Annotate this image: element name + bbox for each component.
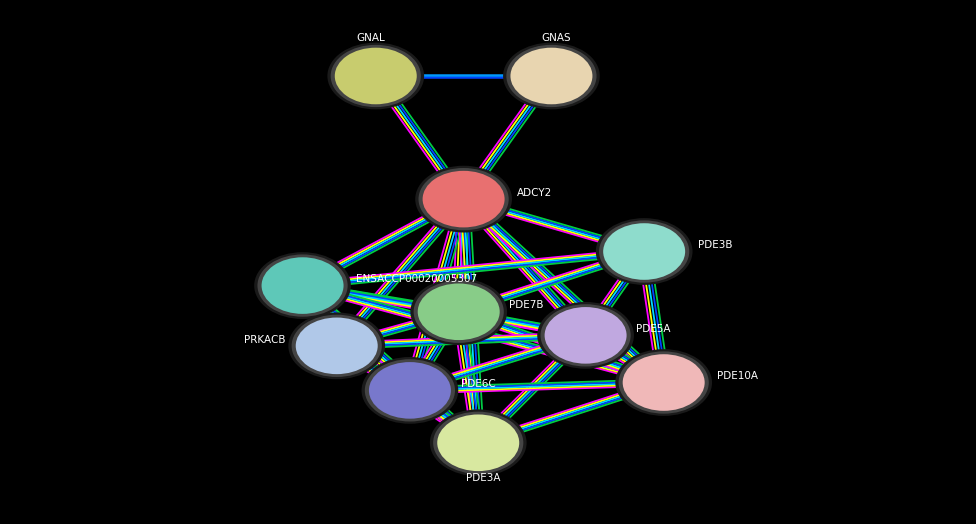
Ellipse shape — [410, 278, 508, 345]
Ellipse shape — [503, 42, 600, 110]
Ellipse shape — [541, 304, 630, 366]
Ellipse shape — [365, 359, 455, 421]
Ellipse shape — [619, 352, 709, 413]
Ellipse shape — [599, 221, 689, 282]
Ellipse shape — [423, 171, 505, 227]
Text: PDE3A: PDE3A — [466, 473, 501, 484]
Ellipse shape — [288, 312, 386, 379]
Text: GNAL: GNAL — [356, 33, 386, 43]
Text: GNAS: GNAS — [542, 33, 571, 43]
Text: PDE5A: PDE5A — [636, 324, 671, 334]
Text: PRKACB: PRKACB — [244, 334, 286, 345]
Ellipse shape — [296, 318, 378, 374]
Ellipse shape — [327, 42, 425, 110]
Ellipse shape — [258, 255, 347, 316]
Ellipse shape — [433, 412, 523, 474]
Ellipse shape — [262, 257, 344, 314]
Text: PDE7B: PDE7B — [509, 300, 544, 311]
Ellipse shape — [331, 45, 421, 107]
Text: ADCY2: ADCY2 — [517, 188, 552, 198]
Ellipse shape — [419, 168, 508, 230]
Text: ENSACCP00020005307: ENSACCP00020005307 — [356, 274, 477, 285]
Ellipse shape — [595, 218, 693, 285]
Ellipse shape — [361, 357, 459, 424]
Ellipse shape — [615, 349, 712, 416]
Ellipse shape — [603, 223, 685, 280]
Ellipse shape — [429, 409, 527, 476]
Ellipse shape — [335, 48, 417, 104]
Ellipse shape — [537, 302, 634, 369]
Ellipse shape — [545, 307, 627, 364]
Text: PDE6C: PDE6C — [461, 379, 496, 389]
Text: PDE3B: PDE3B — [698, 240, 732, 250]
Ellipse shape — [369, 362, 451, 419]
Ellipse shape — [418, 283, 500, 340]
Text: PDE10A: PDE10A — [717, 371, 758, 381]
Ellipse shape — [414, 281, 504, 343]
Ellipse shape — [254, 252, 351, 319]
Ellipse shape — [507, 45, 596, 107]
Ellipse shape — [623, 354, 705, 411]
Ellipse shape — [415, 166, 512, 233]
Ellipse shape — [292, 315, 382, 377]
Ellipse shape — [510, 48, 592, 104]
Ellipse shape — [437, 414, 519, 471]
